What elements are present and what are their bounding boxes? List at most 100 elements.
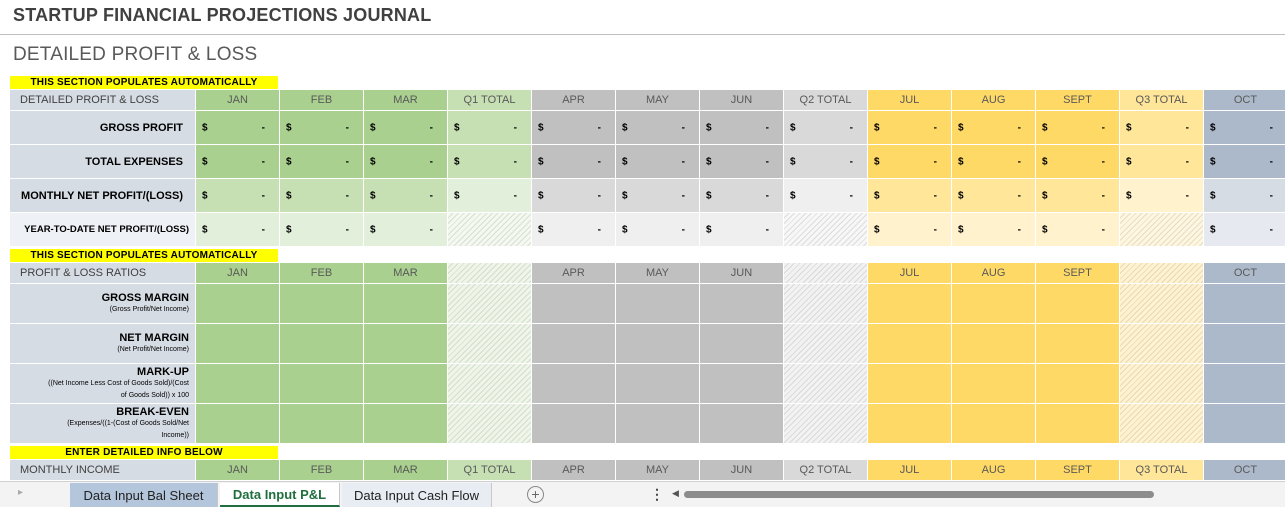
pl-value-cell: $ - [1204, 111, 1285, 145]
cell-value: - [1185, 156, 1189, 167]
tab-data-input-pl[interactable]: Data Input P&L [220, 483, 340, 507]
currency-symbol: $ [790, 122, 796, 133]
header-cell-9: AUG [952, 90, 1036, 111]
cell-value: - [933, 122, 937, 133]
ratio-formula-cont: of Goods Sold)) x 100 [120, 391, 189, 399]
ratio-formula: (Gross Profit/Net Income) [109, 305, 189, 313]
pl-value-cell: $ - [280, 179, 364, 213]
cell-value: - [429, 122, 433, 133]
header-cell-3: Q1 TOTAL [448, 90, 532, 111]
cell-value: - [681, 224, 685, 235]
more-options-icon[interactable]: ⋮ [650, 486, 664, 502]
header-cell-8: JUL [868, 90, 952, 111]
ratio-value-cell [1036, 284, 1120, 324]
sheet-nav-arrow-icon[interactable]: ▸ [18, 487, 24, 498]
cell-value: - [345, 156, 349, 167]
ratio-value-cell [364, 364, 448, 404]
ratio-value-cell [532, 364, 616, 404]
ratio-value-cell [1120, 284, 1204, 324]
header-cell-3: Q1 TOTAL [448, 460, 532, 481]
scroll-left-icon[interactable]: ◀ [672, 488, 679, 498]
ratio-value-cell [952, 324, 1036, 364]
add-sheet-icon[interactable]: + [527, 486, 544, 503]
ratio-name: NET MARGIN [119, 331, 189, 344]
pl-value-cell: $ - [616, 179, 700, 213]
header-cell-9: AUG [952, 263, 1036, 284]
cell-value: - [765, 190, 769, 201]
cell-value: - [597, 156, 601, 167]
ratio-value-cell [280, 364, 364, 404]
currency-symbol: $ [454, 122, 460, 133]
pl-value-cell: $ - [532, 213, 616, 247]
header-cell-5: MAY [616, 460, 700, 481]
pl-value-cell: $ - [280, 111, 364, 145]
pl-value-cell: $ - [952, 179, 1036, 213]
pl-value-cell [448, 213, 532, 247]
ratio-value-cell [1036, 364, 1120, 404]
ratio-value-cell [280, 324, 364, 364]
pl-value-cell: $ - [1120, 111, 1204, 145]
ratio-value-cell [532, 404, 616, 444]
currency-symbol: $ [1210, 190, 1216, 201]
ratio-value-cell [868, 364, 952, 404]
currency-symbol: $ [538, 122, 544, 133]
tab-data-input-bal-sheet[interactable]: Data Input Bal Sheet [70, 483, 218, 507]
ratio-value-cell [196, 284, 280, 324]
cell-value: - [849, 156, 853, 167]
currency-symbol: $ [454, 190, 460, 201]
pl-value-cell: $ - [280, 213, 364, 247]
header-cell-0: JAN [196, 90, 280, 111]
ratio-value-cell [616, 284, 700, 324]
cell-value: - [597, 190, 601, 201]
header-cell-0: JAN [196, 460, 280, 481]
header-cell-7: Q2 TOTAL [784, 460, 868, 481]
currency-symbol: $ [202, 156, 208, 167]
currency-symbol: $ [1210, 156, 1216, 167]
cell-value: - [933, 224, 937, 235]
cell-value: - [513, 190, 517, 201]
ratio-name: BREAK-EVEN [116, 405, 189, 418]
pl-value-cell: $ - [364, 213, 448, 247]
header-cell-0: JAN [196, 263, 280, 284]
cell-value: - [429, 156, 433, 167]
header-cell-4: APR [532, 460, 616, 481]
ratio-value-cell [1036, 404, 1120, 444]
currency-symbol: $ [1126, 190, 1132, 201]
cell-value: - [1017, 156, 1021, 167]
app-title: STARTUP FINANCIAL PROJECTIONS JOURNAL [13, 5, 432, 25]
cell-value: - [261, 224, 265, 235]
pl-row: MONTHLY NET PROFIT/(LOSS) $ - $ - $ - $ - $ - $ - $ - $… [10, 179, 1285, 213]
pl-value-cell: $ - [196, 111, 280, 145]
header-cell-10: SEPT [1036, 90, 1120, 111]
ratio-formula: (Net Profit/Net Income) [117, 345, 189, 353]
header-cell-5: MAY [616, 90, 700, 111]
header-cell-8: JUL [868, 263, 952, 284]
header-cell-10: SEPT [1036, 460, 1120, 481]
ratio-row-label: BREAK-EVEN (Expenses/((1-(Cost of Goods S… [10, 404, 196, 444]
pl-value-cell: $ - [868, 111, 952, 145]
pl-value-cell: $ - [616, 145, 700, 179]
pl-value-cell: $ - [952, 111, 1036, 145]
cell-value: - [429, 224, 433, 235]
currency-symbol: $ [202, 190, 208, 201]
auto-populate-banner-2: THIS SECTION POPULATES AUTOMATICALLY [10, 249, 278, 262]
currency-symbol: $ [538, 156, 544, 167]
tab-data-input-cash-flow[interactable]: Data Input Cash Flow [342, 483, 492, 507]
cell-value: - [345, 224, 349, 235]
currency-symbol: $ [1126, 156, 1132, 167]
horizontal-scrollbar[interactable] [684, 491, 1154, 498]
currency-symbol: $ [706, 122, 712, 133]
cell-value: - [765, 156, 769, 167]
currency-symbol: $ [370, 156, 376, 167]
header-cell-11: Q3 TOTAL [1120, 90, 1204, 111]
currency-symbol: $ [790, 156, 796, 167]
pl-value-cell: $ - [1120, 179, 1204, 213]
pl-value-cell: $ - [196, 179, 280, 213]
ratio-formula-cont: Income)) [161, 431, 189, 439]
header-cell-2: MAR [364, 263, 448, 284]
header-cell-12: OCT [1204, 460, 1285, 481]
cell-value: - [1269, 122, 1273, 133]
ratio-value-cell [1204, 324, 1285, 364]
pl-value-cell: $ - [952, 145, 1036, 179]
cell-value: - [849, 190, 853, 201]
